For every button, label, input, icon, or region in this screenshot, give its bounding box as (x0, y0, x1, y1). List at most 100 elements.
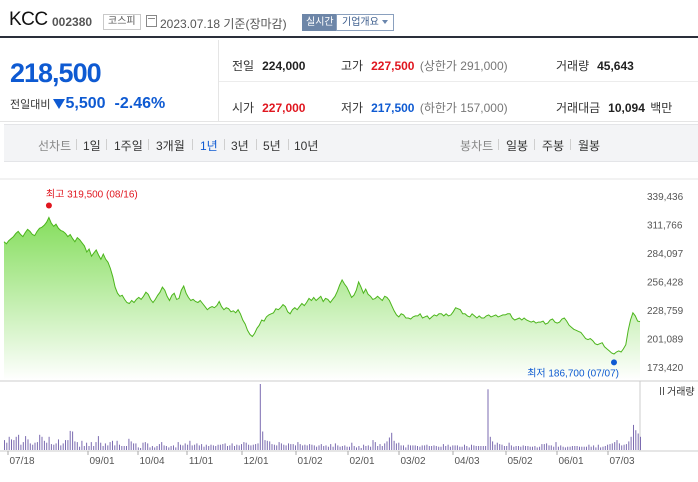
x-axis-labels: 07/18 09/01 10/04 11/01 12/01 01/02 02/01 03/02… (7, 451, 635, 467)
prev-close-label: 전일 (232, 59, 255, 73)
lower-limit: (하한가 157,000) (419, 101, 508, 115)
volume-bar (154, 447, 156, 450)
volume-bar (583, 446, 585, 450)
tab-candle[interactable]: 주봉 (542, 139, 565, 153)
volume-bar (25, 436, 27, 450)
tab-period[interactable]: 5년 (263, 139, 281, 153)
price-change: 전일대비 5,500 -2.46% (10, 95, 165, 113)
y-axis-labels: 339,436 311,766 284,097 256,428 228,759 201,0… (647, 192, 684, 374)
volume-bar (614, 442, 616, 450)
volume-bar (604, 446, 606, 450)
volume-bar (248, 444, 250, 450)
y-tick-label: 256,428 (647, 278, 684, 289)
volume-bar (161, 442, 163, 450)
chart-tabbar: 선차트 1일 1주일 3개월 1년 3년 5년 10년 봉차트 일봉 주봉 월봉 (4, 124, 698, 162)
volume-bar (597, 444, 599, 450)
volume-bar (548, 445, 550, 450)
volume-bar (400, 445, 402, 450)
divider (288, 139, 289, 150)
volume-bar (180, 444, 181, 450)
stock-name: KCC (9, 9, 48, 30)
volume-bar (550, 445, 552, 450)
volume-bar (119, 444, 120, 450)
tab-period[interactable]: 10년 (294, 139, 319, 153)
volume-bar (302, 445, 304, 450)
volume-bar (611, 443, 613, 450)
volume-bar (473, 445, 475, 450)
volume-bar (435, 446, 437, 450)
volume-bar (41, 436, 43, 450)
volume-legend-label: 거래량 (667, 386, 695, 398)
volume-bar (18, 434, 20, 450)
volume-bar (283, 444, 285, 450)
candle-chart-label: 봉차트 (460, 139, 494, 153)
volume-bar (48, 436, 50, 450)
tab-period-active[interactable]: 1년 (200, 139, 218, 153)
volume-bar (403, 445, 404, 450)
volume-bar (360, 448, 362, 450)
volume-bar (259, 384, 261, 450)
volume-bar (137, 447, 139, 450)
volume-bar (346, 446, 348, 450)
volume-bar (313, 445, 315, 450)
volume-bar (496, 442, 498, 450)
volume-bar (332, 446, 334, 450)
volume-bar (445, 446, 447, 450)
volume-bar (370, 446, 372, 450)
trade-value-unit: 백만 (650, 101, 673, 115)
volume-bar (203, 446, 205, 450)
volume-bar (4, 440, 5, 450)
volume-bar (339, 446, 341, 450)
low-label: 저가 (341, 101, 364, 115)
volume-bar (65, 440, 66, 450)
x-tick-label: 05/02 (507, 456, 532, 467)
volume-bar (501, 444, 503, 450)
x-tick-label: 06/01 (558, 456, 583, 467)
volume-label: 거래량 (556, 59, 590, 73)
volume-bar (419, 446, 421, 450)
volume-bar (46, 442, 48, 450)
trade-value-label: 거래대금 (556, 101, 601, 115)
company-overview-button[interactable]: 기업개요 (336, 14, 394, 31)
volume-bar (426, 444, 428, 450)
volume-bar (391, 432, 393, 450)
current-price: 218,500 (10, 58, 102, 88)
volume-bar (316, 446, 318, 450)
tab-period[interactable]: 3개월 (156, 139, 185, 153)
volume-bar (205, 444, 207, 450)
volume-bar (574, 446, 576, 450)
realtime-button[interactable]: 실시간 (302, 14, 338, 31)
tab-candle[interactable]: 일봉 (506, 139, 529, 153)
volume-bar (165, 446, 167, 450)
volume-bar (414, 445, 416, 450)
tab-period[interactable]: 3년 (231, 139, 249, 153)
volume-bar (201, 444, 203, 450)
volume-bar (245, 442, 247, 450)
volume-bar (189, 440, 191, 450)
tab-candle[interactable]: 월봉 (578, 139, 601, 153)
open-label: 시가 (232, 101, 255, 115)
volume-bar (635, 430, 637, 450)
tab-period[interactable]: 1일 (83, 139, 101, 153)
volume-bar (295, 445, 296, 450)
volume-bar (468, 447, 470, 450)
volume-bar (393, 440, 395, 450)
volume-bar (522, 445, 524, 450)
volume-bar (588, 444, 590, 450)
volume-bar (410, 445, 411, 450)
volume-value: 45,643 (597, 59, 634, 73)
volume-bar (464, 444, 465, 450)
volume-bar (133, 443, 135, 450)
price-line (3, 216, 641, 355)
volume-bar (609, 444, 611, 450)
volume-bar (320, 444, 322, 450)
volume-bar (217, 444, 219, 450)
volume-bar (365, 446, 367, 450)
volume-bars: 거래량 (4, 384, 695, 450)
volume-bar (482, 446, 484, 450)
volume-bar (571, 446, 573, 450)
tab-period[interactable]: 1주일 (114, 139, 143, 153)
volume-bar (95, 442, 97, 450)
trade-value-cell: 거래대금 10,094 백만 (556, 99, 672, 116)
prev-close-value: 224,000 (262, 59, 306, 73)
